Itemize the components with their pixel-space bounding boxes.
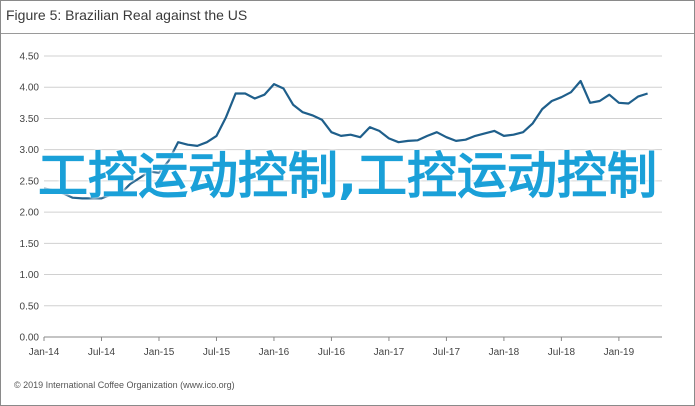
x-tick-label: Jan-18 <box>489 347 520 358</box>
y-tick-label: 2.50 <box>20 176 40 187</box>
y-tick-label: 4.50 <box>20 52 40 63</box>
y-tick-label: 1.00 <box>20 270 40 281</box>
y-tick-label: 2.00 <box>20 208 40 219</box>
y-tick-label: 4.00 <box>20 83 40 94</box>
x-tick-label: Jul-15 <box>203 347 231 358</box>
x-tick-label: Jan-19 <box>604 347 635 358</box>
y-tick-label: 1.50 <box>20 239 40 250</box>
x-tick-label: Jul-18 <box>548 347 576 358</box>
x-tick-label: Jan-16 <box>259 347 290 358</box>
series-line <box>43 79 648 200</box>
title-divider <box>1 33 694 34</box>
y-tick-label: 3.50 <box>20 114 40 125</box>
y-tick-label: 3.00 <box>20 145 40 156</box>
y-tick-label: 0.50 <box>20 301 40 312</box>
x-tick-label: Jul-14 <box>88 347 116 358</box>
x-tick-label: Jan-15 <box>144 347 175 358</box>
chart-title: Figure 5: Brazilian Real against the US <box>6 7 248 23</box>
x-tick-label: Jul-17 <box>433 347 461 358</box>
x-tick-label: Jan-14 <box>29 347 60 358</box>
x-tick-label: Jul-16 <box>318 347 346 358</box>
x-tick-label: Jan-17 <box>374 347 405 358</box>
copyright-footer: © 2019 International Coffee Organization… <box>14 380 235 390</box>
y-tick-label: 0.00 <box>20 333 40 344</box>
